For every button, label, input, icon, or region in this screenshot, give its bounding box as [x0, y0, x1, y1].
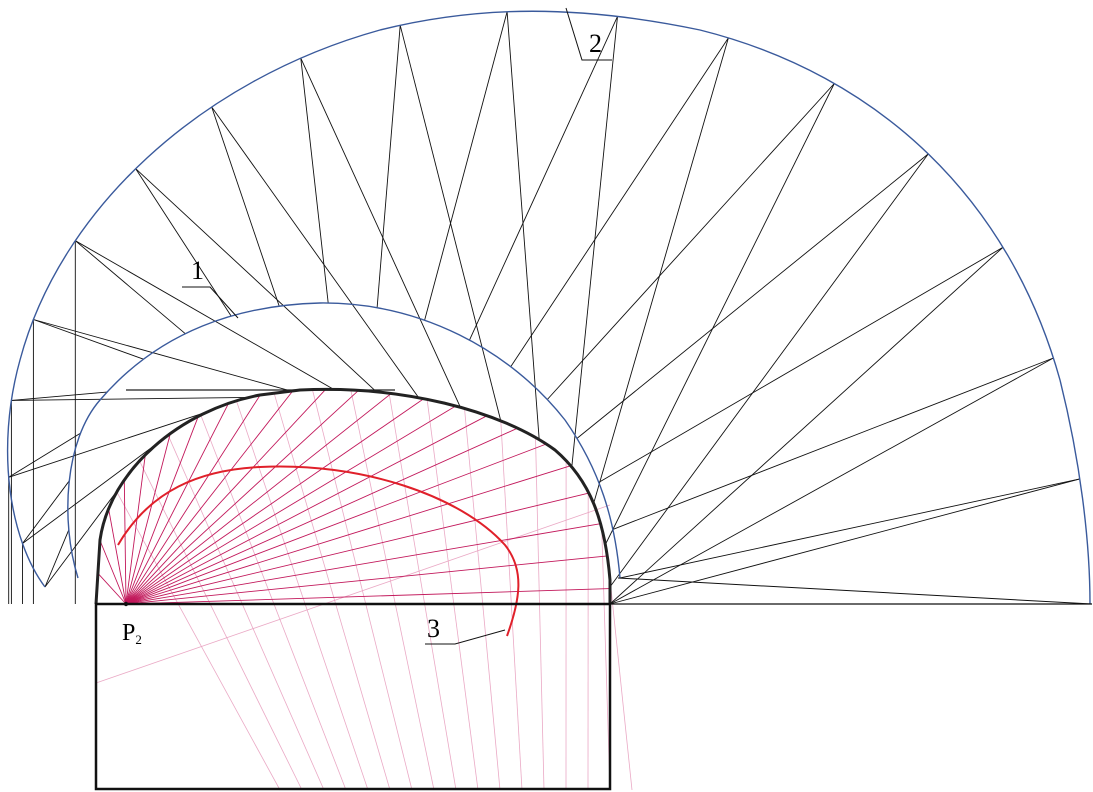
construction-chord: [598, 246, 1004, 483]
reflected-ray: [312, 389, 413, 791]
leader-line-2: [565, 7, 612, 61]
extended-rays-group: [95, 389, 633, 791]
reflected-ray: [236, 400, 369, 791]
pole-label: P2: [122, 620, 142, 647]
curve-3: [117, 465, 520, 637]
pole-ray: [97, 572, 127, 605]
construction-chord: [135, 168, 377, 393]
reflected-ray: [535, 437, 545, 791]
construction-chord: [75, 240, 334, 390]
baseline-right-chord: [617, 577, 1093, 605]
pole-ray: [125, 492, 590, 605]
construction-chord: [8, 432, 81, 478]
pole-ray: [125, 393, 392, 605]
pole-ray: [125, 433, 171, 605]
reflected-ray: [426, 399, 479, 791]
pole-ray: [125, 443, 547, 605]
construction-chord: [376, 25, 401, 308]
leader-line-1: [182, 286, 239, 319]
pole-ray: [99, 540, 127, 605]
pole-ray: [125, 588, 611, 605]
pole-ray: [125, 398, 424, 605]
construction-chord: [11, 396, 249, 401]
reflected-ray: [167, 435, 325, 791]
construction-chord: [546, 83, 835, 400]
construction-chord: [44, 529, 70, 588]
curve-2: [6, 10, 1091, 605]
pole-ray: [125, 415, 488, 605]
reflected-ray: [139, 460, 303, 791]
construction-chord: [609, 357, 1054, 605]
label-3: 3: [427, 614, 440, 643]
reflected-ray: [95, 504, 611, 684]
pole-ray: [125, 427, 518, 605]
curve-1: [67, 302, 621, 579]
pole-ray: [125, 405, 456, 605]
pole-ray: [125, 465, 571, 605]
label-1: 1: [191, 256, 204, 285]
pole-ray: [125, 389, 326, 605]
pole-ray: [125, 416, 199, 605]
construction-chord: [604, 83, 835, 545]
construction-chord: [619, 478, 1080, 579]
construction-chord: [33, 319, 144, 360]
bounding-rectangle: [94, 602, 612, 791]
construction-chord: [424, 11, 508, 321]
reflected-ray: [464, 408, 501, 791]
pole-ray: [125, 555, 608, 605]
pole-ray: [125, 454, 146, 605]
reflected-ray: [273, 393, 391, 791]
reflected-ray: [116, 491, 281, 791]
construction-chord: [11, 391, 108, 401]
construction-chord: [609, 478, 1080, 605]
construction-chord: [510, 37, 729, 367]
profile-curve: [94, 387, 612, 605]
construction-chord: [609, 153, 929, 588]
pole-ray: [123, 479, 127, 605]
construction-chord: [8, 410, 209, 478]
construction-chord: [135, 168, 232, 317]
leader-line-3: [425, 629, 506, 645]
construction-chord: [469, 16, 618, 341]
construction-chord: [300, 58, 461, 408]
construction-chord: [211, 106, 280, 307]
construction-chord: [609, 246, 1004, 605]
construction-chord: [211, 106, 420, 398]
reflected-ray: [500, 420, 523, 791]
construction-chord: [22, 480, 70, 544]
construction-chord: [593, 37, 729, 504]
construction-chord: [22, 432, 172, 544]
construction-chord: [506, 11, 540, 440]
pole-ray: [125, 390, 359, 605]
pole-ray: [125, 403, 229, 605]
pole-ray: [125, 390, 294, 605]
reflected-ray: [601, 527, 611, 791]
pole-ray: [108, 508, 127, 605]
construction-chord: [300, 58, 329, 304]
construction-chord: [33, 319, 292, 392]
construction-chord: [576, 153, 929, 439]
tangent-chords-group: [8, 11, 1080, 605]
pole-ray: [125, 394, 261, 605]
reflected-ray: [350, 389, 435, 791]
reflected-ray: [388, 393, 457, 791]
label-2: 2: [589, 29, 602, 58]
construction-chord: [571, 16, 618, 467]
construction-chord: [75, 240, 186, 335]
construction-chord: [612, 357, 1054, 530]
pole-point: [123, 601, 129, 607]
pole-rays-group: [97, 389, 611, 605]
pole-ray: [125, 523, 601, 605]
